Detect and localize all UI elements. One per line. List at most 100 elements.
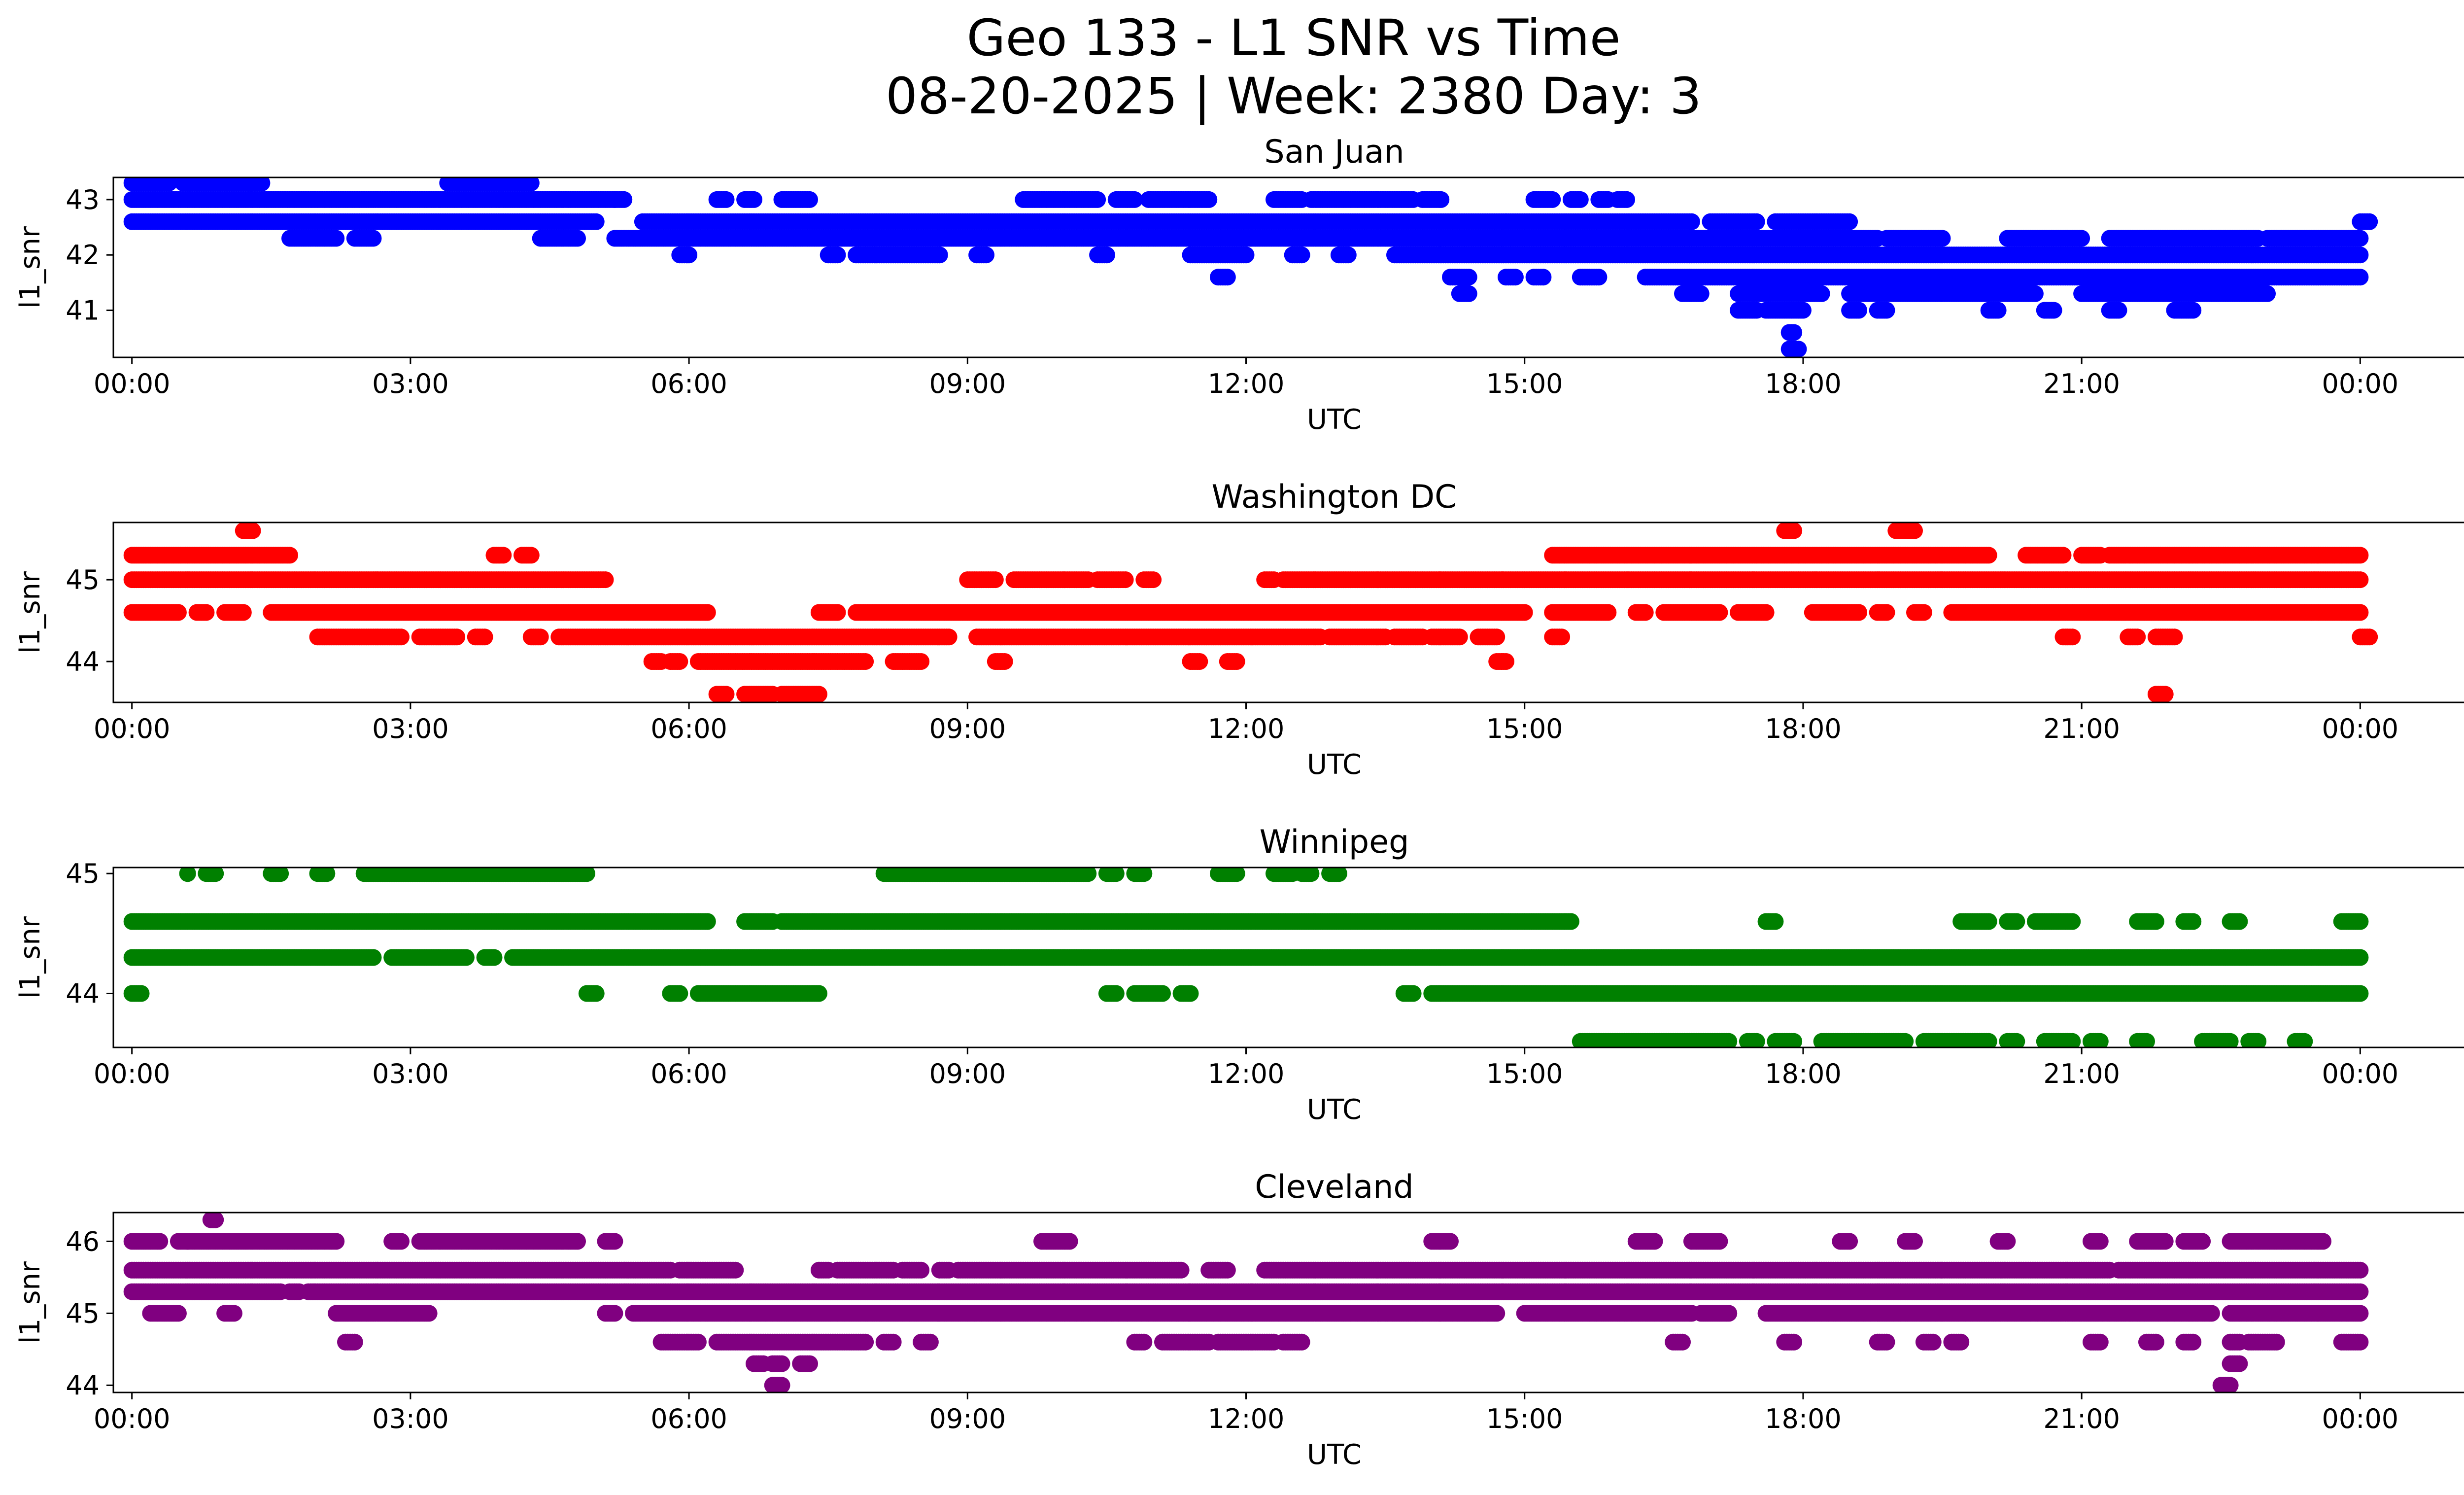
data-point: [2361, 213, 2378, 230]
x-tick-label: 03:00: [372, 368, 449, 399]
data-point: [1915, 604, 1932, 621]
data-point: [1878, 604, 1895, 621]
data-point: [365, 230, 382, 247]
data-point: [2073, 230, 2090, 247]
data-point: [522, 547, 540, 564]
panel-title: San Juan: [1264, 134, 1404, 171]
x-tick-label: 06:00: [650, 368, 727, 399]
data-point: [2054, 547, 2072, 564]
panel-title: Washington DC: [1211, 479, 1457, 516]
data-point: [1433, 191, 1450, 208]
data-point: [1126, 191, 1143, 208]
data-point: [1850, 604, 1867, 621]
data-point: [1878, 302, 1895, 319]
data-point: [1572, 191, 1589, 208]
data-point: [253, 177, 271, 192]
data-point: [2352, 269, 2369, 286]
y-tick-label: 41: [66, 295, 100, 326]
data-point: [1339, 246, 1357, 264]
data-point: [681, 246, 698, 264]
data-point: [1460, 269, 1477, 286]
x-tick-label: 21:00: [2043, 368, 2120, 399]
data-point: [1980, 547, 1997, 564]
data-point: [1618, 191, 1635, 208]
data-point: [569, 230, 586, 247]
data-point: [931, 246, 948, 264]
data-point: [281, 547, 298, 564]
data-point: [1785, 522, 1803, 539]
x-tick-label: 09:00: [929, 368, 1006, 399]
data-point: [829, 246, 846, 264]
data-point: [1200, 191, 1218, 208]
figure-title-line2: 08-20-2025 | Week: 2380 Day: 3: [886, 67, 1702, 126]
data-point: [1145, 571, 1162, 589]
data-point: [1683, 213, 1700, 230]
data-point: [170, 604, 187, 621]
y-tick-label: 43: [66, 184, 100, 215]
data-point: [801, 191, 818, 208]
data-point: [1219, 269, 1236, 286]
data-point: [1841, 213, 1858, 230]
data-point: [699, 604, 716, 621]
data-point: [987, 571, 1004, 589]
y-tick-label: 42: [66, 240, 100, 271]
data-point: [1117, 571, 1134, 589]
x-tick-label: 18:00: [1765, 368, 1842, 399]
data-point: [1989, 302, 2007, 319]
data-point: [1293, 246, 1310, 264]
data-point: [235, 604, 252, 621]
data-point: [1506, 269, 1524, 286]
data-point: [587, 213, 605, 230]
data-point: [2352, 230, 2369, 247]
data-point: [978, 246, 994, 264]
data-point: [1600, 604, 1617, 621]
data-points: [123, 177, 2378, 357]
x-tick-label: 00:00: [2322, 368, 2399, 399]
data-point: [1850, 302, 1867, 319]
data-point: [2185, 302, 2202, 319]
data-point: [2045, 302, 2062, 319]
data-point: [1098, 246, 1115, 264]
data-point: [2110, 302, 2127, 319]
data-point: [495, 547, 512, 564]
data-point: [1590, 269, 1608, 286]
x-tick-label: 12:00: [1208, 368, 1285, 399]
data-point: [2352, 571, 2369, 589]
data-point: [522, 177, 540, 192]
data-point: [2352, 547, 2369, 564]
data-point: [1535, 269, 1552, 286]
data-point: [1934, 230, 1951, 247]
data-point: [1748, 213, 1765, 230]
data-point: [597, 571, 614, 589]
data-point: [2259, 285, 2276, 302]
data-point: [1711, 604, 1728, 621]
data-point: [746, 191, 762, 208]
x-tick-label: 00:00: [94, 368, 171, 399]
data-points: [123, 522, 2378, 702]
data-point: [1692, 285, 1710, 302]
data-point: [161, 177, 177, 192]
data-point: [1544, 191, 1561, 208]
data-point: [1794, 302, 1812, 319]
data-point: [1516, 604, 1533, 621]
data-point: [1906, 522, 1923, 539]
figure-title-line1: Geo 133 - L1 SNR vs Time: [967, 9, 1621, 68]
y-axis-label: l1_snr: [14, 226, 46, 309]
data-point: [2026, 285, 2044, 302]
data-point: [1813, 285, 1830, 302]
data-point: [328, 230, 345, 247]
data-point: [1790, 341, 1807, 357]
axes-frame: [112, 176, 2464, 358]
data-point: [718, 191, 735, 208]
data-point: [1237, 246, 1255, 264]
data-point: [616, 191, 633, 208]
data-point: [1637, 604, 1654, 621]
data-point: [829, 604, 846, 621]
data-point: [1785, 324, 1803, 341]
x-axis-label: UTC: [1307, 404, 1362, 436]
data-point: [1460, 285, 1477, 302]
